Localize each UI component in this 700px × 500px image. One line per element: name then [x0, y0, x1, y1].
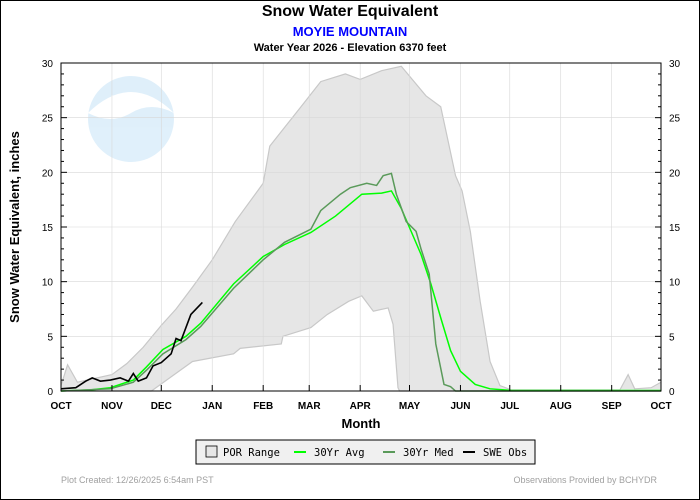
y-tick-label-right: 30	[669, 59, 681, 70]
por-min-edge	[61, 295, 661, 392]
x-tick-label: MAY	[399, 401, 421, 412]
y-tick-label: 10	[42, 278, 54, 289]
x-tick-label: MAR	[298, 401, 322, 412]
station-name: MOYIE MOUNTAIN	[292, 24, 408, 39]
x-axis-label: Month	[342, 416, 381, 431]
x-tick-label: JUN	[450, 401, 470, 412]
y-tick-label: 5	[47, 332, 53, 343]
y-tick-label-right: 5	[669, 332, 675, 343]
svg-text:NOAA: NOAA	[110, 92, 151, 108]
y-tick-label: 20	[42, 168, 54, 179]
x-tick-label: FEB	[253, 401, 273, 412]
legend-box	[195, 439, 536, 465]
y-tick-label-right: 0	[669, 387, 675, 398]
x-tick-label: OCT	[650, 401, 671, 412]
x-tick-label: APR	[350, 401, 372, 412]
chart-title: Snow Water Equivalent	[261, 3, 439, 20]
x-tick-label: AUG	[550, 401, 572, 412]
series-line-swe-obs	[60, 301, 203, 390]
x-tick-label: OCT	[50, 401, 71, 412]
x-tick-label: DEC	[151, 401, 172, 412]
x-tick-label: SEP	[602, 401, 622, 412]
x-tick-label: JUL	[500, 401, 519, 412]
y-tick-label-right: 25	[669, 114, 681, 125]
legend-label: 30Yr Med	[403, 447, 454, 459]
legend-swatch-por-range	[205, 445, 218, 458]
x-tick-label: JAN	[202, 401, 222, 412]
y-axis-label: Snow Water Equivalent, inches	[7, 131, 22, 323]
y-tick-label: 0	[47, 387, 53, 398]
plot-created: Plot Created: 12/26/2025 6:54am PST	[61, 475, 214, 485]
legend-label: POR Range	[223, 447, 280, 459]
y-tick-label: 25	[42, 114, 54, 125]
legend-label: SWE Obs	[483, 447, 527, 459]
noaa-logo-watermark: NOAA	[88, 76, 174, 162]
data-provider: Observations Provided by BCHYDR	[513, 475, 657, 485]
y-tick-label: 15	[42, 223, 54, 234]
series-line-30yr-med	[60, 172, 661, 392]
legend-label: 30Yr Avg	[314, 447, 365, 459]
y-tick-label-right: 15	[669, 223, 681, 234]
y-tick-label-right: 10	[669, 278, 681, 289]
series-line-30yr-avg	[60, 190, 661, 392]
chart-subtitle: Water Year 2026 - Elevation 6370 feet	[253, 42, 447, 54]
y-tick-label: 30	[42, 59, 54, 70]
x-tick-label: NOV	[101, 401, 123, 412]
y-tick-label-right: 20	[669, 168, 681, 179]
